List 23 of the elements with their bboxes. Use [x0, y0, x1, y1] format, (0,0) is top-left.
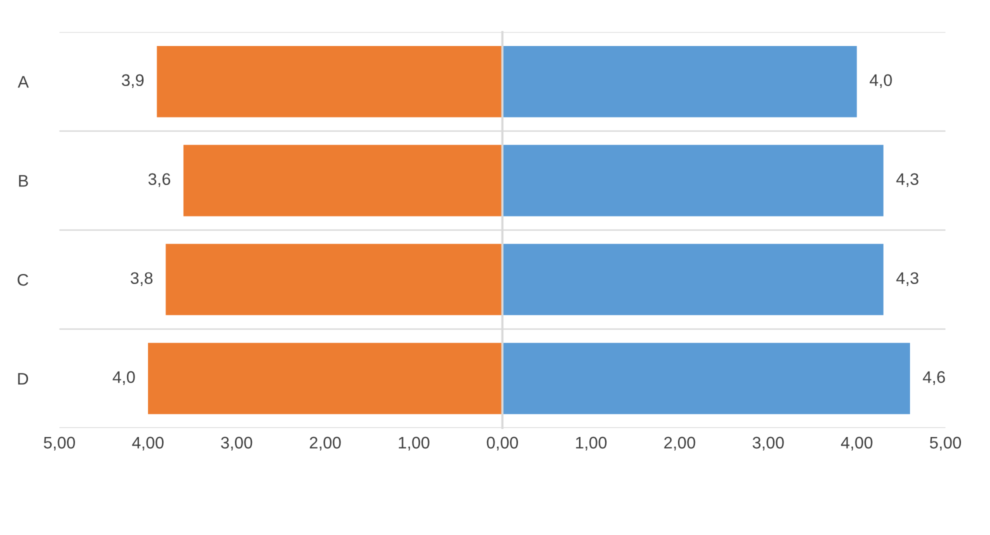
x-tick-label: 3,00 — [221, 436, 252, 451]
data-label: 3,9 — [122, 74, 144, 88]
data-label: 3,8 — [130, 272, 153, 286]
x-tick-label: 5,00 — [930, 436, 962, 451]
data-label: 4,6 — [922, 371, 945, 385]
x-tick-label: 4,00 — [841, 436, 872, 451]
data-label: 3,6 — [148, 173, 170, 188]
x-tick-label: 5,00 — [44, 436, 75, 451]
y-tick-label: B — [19, 175, 28, 187]
x-tick-label: 2,00 — [664, 436, 696, 451]
data-label: 4,0 — [870, 74, 892, 88]
x-tick-label: 2,00 — [310, 436, 341, 451]
data-label: 4,3 — [896, 173, 918, 188]
y-tick-label: A — [18, 76, 29, 88]
x-tick-label: 3,00 — [752, 436, 784, 451]
x-tick-label: 1,00 — [398, 436, 430, 451]
x-tick-label: 0,00 — [486, 436, 518, 451]
x-tick-label: 1,00 — [576, 436, 607, 451]
data-label: 4,0 — [112, 371, 135, 385]
data-label: 4,3 — [896, 272, 918, 286]
y-tick-label: D — [18, 373, 28, 385]
y-tick-label: C — [18, 274, 28, 286]
x-tick-label: 4,00 — [132, 436, 164, 451]
